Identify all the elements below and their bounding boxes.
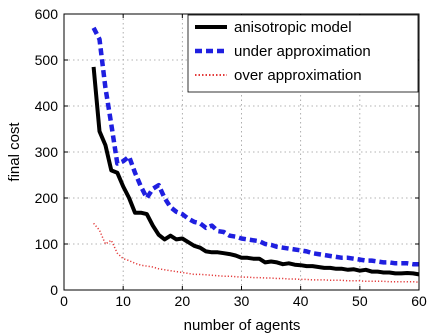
legend: anisotropic model under approximation ov… (187, 14, 419, 93)
y-tick-label: 0 (50, 282, 58, 298)
x-tick-label: 20 (175, 293, 191, 309)
series-line-over-approximation (93, 222, 420, 283)
y-tick-label: 200 (35, 190, 59, 206)
y-tick-label: 300 (35, 144, 59, 160)
x-tick-label: 0 (60, 293, 68, 309)
x-tick-label: 50 (352, 293, 368, 309)
y-tick-label: 600 (35, 6, 59, 22)
x-tick-label: 60 (411, 293, 427, 309)
x-tick-label: 40 (293, 293, 309, 309)
x-tick-label: 10 (115, 293, 131, 309)
y-tick-label: 500 (35, 52, 59, 68)
legend-label-anisotropic-model: anisotropic model (234, 19, 352, 36)
y-tick-label: 400 (35, 98, 59, 114)
series-line-under-approximation (91, 26, 419, 267)
series-line-anisotropic-model (91, 66, 420, 277)
y-tick-label: 100 (35, 236, 59, 252)
y-axis-label: final cost (6, 122, 23, 182)
legend-label-over-approximation: over approximation (234, 67, 362, 84)
series-lines (91, 26, 420, 283)
x-axis-label: number of agents (184, 317, 301, 333)
legend-label-under-approximation: under approximation (234, 43, 371, 60)
x-tick-label: 30 (234, 293, 250, 309)
